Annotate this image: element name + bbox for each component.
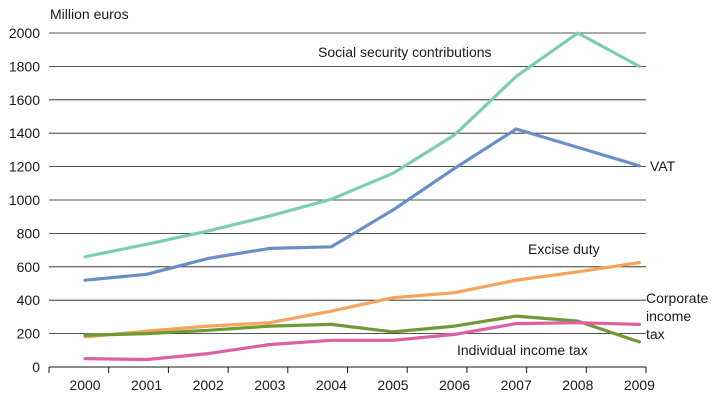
x-axis: 2000 2001 2002 2003 2004 2005 2006 2007 2008 2009: [48, 366, 655, 393]
annotation-line: Corporate: [646, 290, 708, 306]
annotation-excise-duty: Excise duty: [528, 241, 600, 257]
annotation-individual-income-tax: Individual income tax: [457, 342, 588, 358]
x-tick-label: 2003: [254, 377, 285, 393]
y-axis-unit-label: Million euros: [50, 6, 129, 22]
series-lines: [83, 31, 642, 362]
x-tick-label: 2007: [501, 377, 532, 393]
series-line-social-security-contributions: [83, 31, 642, 259]
y-tick-label: 2000: [9, 25, 40, 41]
annotation-line: tax: [646, 326, 665, 342]
annotation-corporate-income-tax: Corporate income tax: [646, 290, 708, 342]
y-tick-label: 400: [17, 292, 41, 308]
annotation-social-security: Social security contributions: [318, 44, 492, 60]
y-tick-label: 0: [32, 359, 40, 375]
x-tick-label: 2006: [439, 377, 470, 393]
y-tick-label: 1000: [9, 192, 40, 208]
y-tick-label: 200: [17, 326, 41, 342]
y-tick-label: 1400: [9, 125, 40, 141]
series-line-corporate-income-tax: [83, 314, 642, 344]
x-tick-label: 2008: [562, 377, 593, 393]
series-line-excise-duty: [83, 261, 642, 339]
y-tick-label: 1200: [9, 159, 40, 175]
y-tick-labels: 0 200 400 600 800 1000 1200 1400 1600 1800 2000: [9, 25, 40, 375]
series-line-individual-income-tax: [83, 321, 642, 362]
annotation-vat: VAT: [650, 158, 676, 174]
annotation-line: income: [646, 308, 691, 324]
y-tick-label: 800: [17, 225, 41, 241]
y-tick-label: 1600: [9, 92, 40, 108]
x-tick-label: 2002: [193, 377, 224, 393]
x-tick-label: 2000: [69, 377, 100, 393]
x-tick-label: 2004: [316, 377, 347, 393]
grid: [49, 32, 646, 335]
series-line-vat: [83, 127, 642, 282]
x-tick-label: 2005: [377, 377, 408, 393]
y-tick-label: 600: [17, 259, 41, 275]
x-tick-label: 2009: [624, 377, 655, 393]
y-tick-label: 1800: [9, 58, 40, 74]
x-tick-label: 2001: [131, 377, 162, 393]
